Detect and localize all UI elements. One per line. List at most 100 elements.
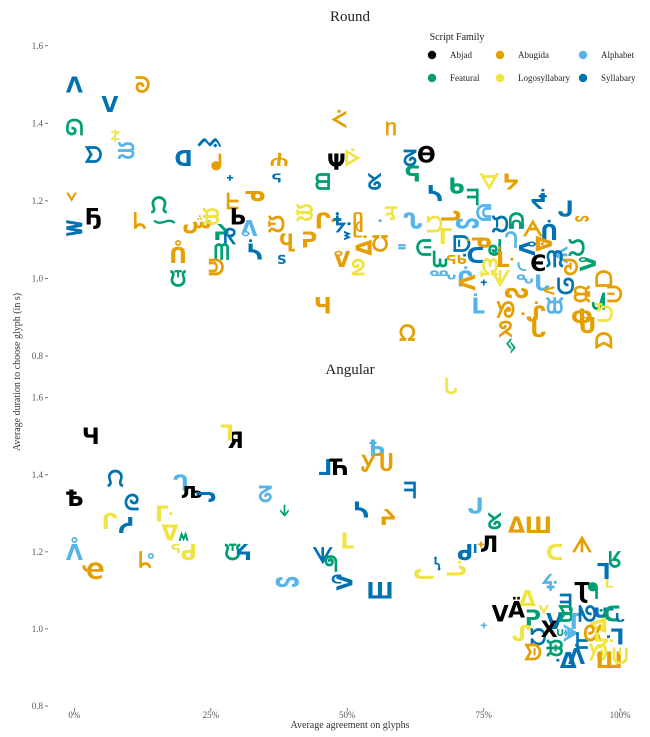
data-point-glyph: ᐁ (161, 522, 178, 547)
data-point-glyph: ᛃ (504, 333, 517, 358)
data-point-glyph: ᙊ (268, 213, 286, 238)
data-point-glyph: ᒧ (319, 456, 333, 481)
data-point-glyph: ᨕ (197, 128, 224, 153)
data-point-glyph: ᕈ (525, 606, 541, 631)
data-point-glyph: ᐤ (146, 549, 155, 574)
data-point-glyph: ᗺ (315, 170, 331, 195)
data-point-glyph: ᗐ (490, 267, 511, 292)
data-point-glyph: ᘟ (589, 641, 608, 666)
data-point-glyph: ᓱ (118, 514, 134, 539)
data-point-glyph: ᕐ (271, 170, 282, 195)
data-point-glyph: ᕳ (476, 202, 492, 227)
data-point-glyph: ᔭ (502, 170, 519, 195)
data-point-glyph: ᐱ (66, 74, 83, 99)
data-point-glyph: ᓘ (446, 556, 467, 581)
data-point-glyph: Ҍ (369, 437, 386, 462)
data-point-glyph: ᙃ (491, 213, 509, 238)
data-point-glyph: ᑲ (448, 174, 464, 199)
data-point-glyph: ᎩႮ (361, 452, 393, 477)
data-point-glyph: ᖗ (324, 552, 338, 577)
data-point-glyph: ᐃ (519, 587, 536, 612)
data-point-glyph: ᔥ (574, 213, 590, 238)
data-point-glyph: ᕒ (65, 217, 85, 242)
data-point-glyph: ᐎ (554, 649, 577, 674)
legend-swatch (578, 73, 588, 83)
data-point-glyph: ᗑ (572, 533, 593, 558)
data-point-glyph: ᒑ (530, 315, 546, 343)
data-point-glyph: ᘝ (498, 318, 512, 343)
data-point-glyph: Ч (314, 295, 332, 320)
data-point-glyph: ᒬ (605, 626, 624, 651)
data-point-glyph: ᘔ (258, 483, 272, 508)
data-point-glyph: ᓵ (246, 238, 262, 265)
data-point-glyph: ᐋ (354, 234, 374, 261)
data-point-glyph: ᘡ (583, 622, 602, 647)
data-point-glyph: ᗙ (563, 622, 579, 647)
y-tick-label: 1.6 (32, 41, 44, 51)
data-point-glyph: ᕞ (578, 314, 596, 339)
data-point-glyph: ᔈ (517, 260, 527, 285)
y-tick-label: 1.6 (32, 393, 44, 403)
data-point-glyph: ᑡ (461, 244, 484, 269)
data-point-glyph: ᖇ (223, 225, 236, 250)
data-point-glyph: ᐩ (479, 618, 488, 643)
data-point-glyph: ᙘ (202, 205, 220, 230)
data-point-glyph: ᐰ (66, 536, 83, 566)
data-point-glyph: X (541, 618, 558, 643)
data-point-glyph: ᙏ (546, 248, 564, 273)
data-point-glyph: ᐯ (101, 93, 118, 118)
data-point-glyph: ᖱ (211, 151, 222, 176)
data-point-glyph: Ш (596, 649, 623, 674)
data-point-glyph: ᕀ (479, 275, 488, 300)
data-point-glyph: ᘈ (432, 248, 448, 273)
y-axis-title: Average duration to choose glyph (in s) (12, 293, 23, 451)
data-point-glyph: ᓓ (194, 483, 216, 508)
data-point-glyph: ᙁ (107, 468, 124, 493)
data-point-glyph: ᘠ (496, 298, 515, 323)
data-point-glyph: ᑏ (540, 219, 558, 246)
data-point-glyph: ᐲ (568, 643, 585, 670)
data-point-glyph: ᙥ (296, 202, 314, 227)
data-point-glyph: ᙈ (224, 541, 241, 566)
data-point-glyph: ᢰ (345, 147, 361, 172)
panel-title-angular: Angular (325, 362, 374, 378)
data-point-glyph: ᕭ (607, 283, 623, 308)
y-tick-label: 1.2 (32, 196, 43, 206)
data-point-glyph: ᗂ (591, 291, 606, 316)
data-point-glyph: ᐉ (534, 233, 554, 258)
data-point-glyph: ᔨ (213, 221, 230, 246)
data-point-glyph: Ш (525, 514, 552, 539)
x-axis-title: Average agreement on glyphs (291, 720, 410, 731)
data-point-glyph: ᙇ (110, 128, 121, 153)
data-point-glyph: ᗝ (595, 267, 613, 292)
data-point-glyph: Ч (82, 425, 100, 450)
data-point-glyph: Ʈ (574, 579, 589, 604)
data-point-glyph: ᕗ (577, 252, 597, 277)
data-point-glyph: ᙽ (333, 211, 352, 238)
data-point-glyph: ᘏ (65, 116, 83, 141)
data-point-glyph: ᢋ (384, 198, 398, 223)
data-point-glyph: ᓀ (244, 182, 266, 207)
data-point-glyph: ᘁ (538, 603, 550, 628)
y-tick-label: 1.4 (32, 470, 44, 480)
data-point-glyph: ᘮ (372, 233, 389, 258)
data-point-glyph: ᙁ (150, 194, 167, 219)
data-point-glyph: ᖶ (226, 190, 239, 215)
data-point-glyph: ᖺ (139, 549, 152, 574)
data-point-glyph: Ҽ (82, 560, 105, 585)
data-point-glyph: ᘎ (556, 275, 574, 300)
data-point-glyph: ᙠ (573, 283, 591, 308)
data-point-glyph: ᐩ (226, 170, 235, 195)
y-tick-label: 0.8 (32, 701, 44, 711)
data-point-glyph: Ѣ (65, 487, 84, 512)
data-point-glyph: ᔺ (593, 629, 615, 654)
x-tick-label: 50% (339, 710, 356, 720)
data-point-glyph: ᗊ (479, 170, 500, 195)
data-point-glyph: ᘐ (135, 74, 151, 99)
data-point-glyph: ᘻ (480, 256, 499, 281)
data-point-glyph: ᕕ (241, 217, 258, 242)
data-point-glyph: љ (181, 479, 203, 504)
data-point-glyph: ᘚ (578, 603, 597, 628)
x-tick-label: 25% (203, 710, 220, 720)
